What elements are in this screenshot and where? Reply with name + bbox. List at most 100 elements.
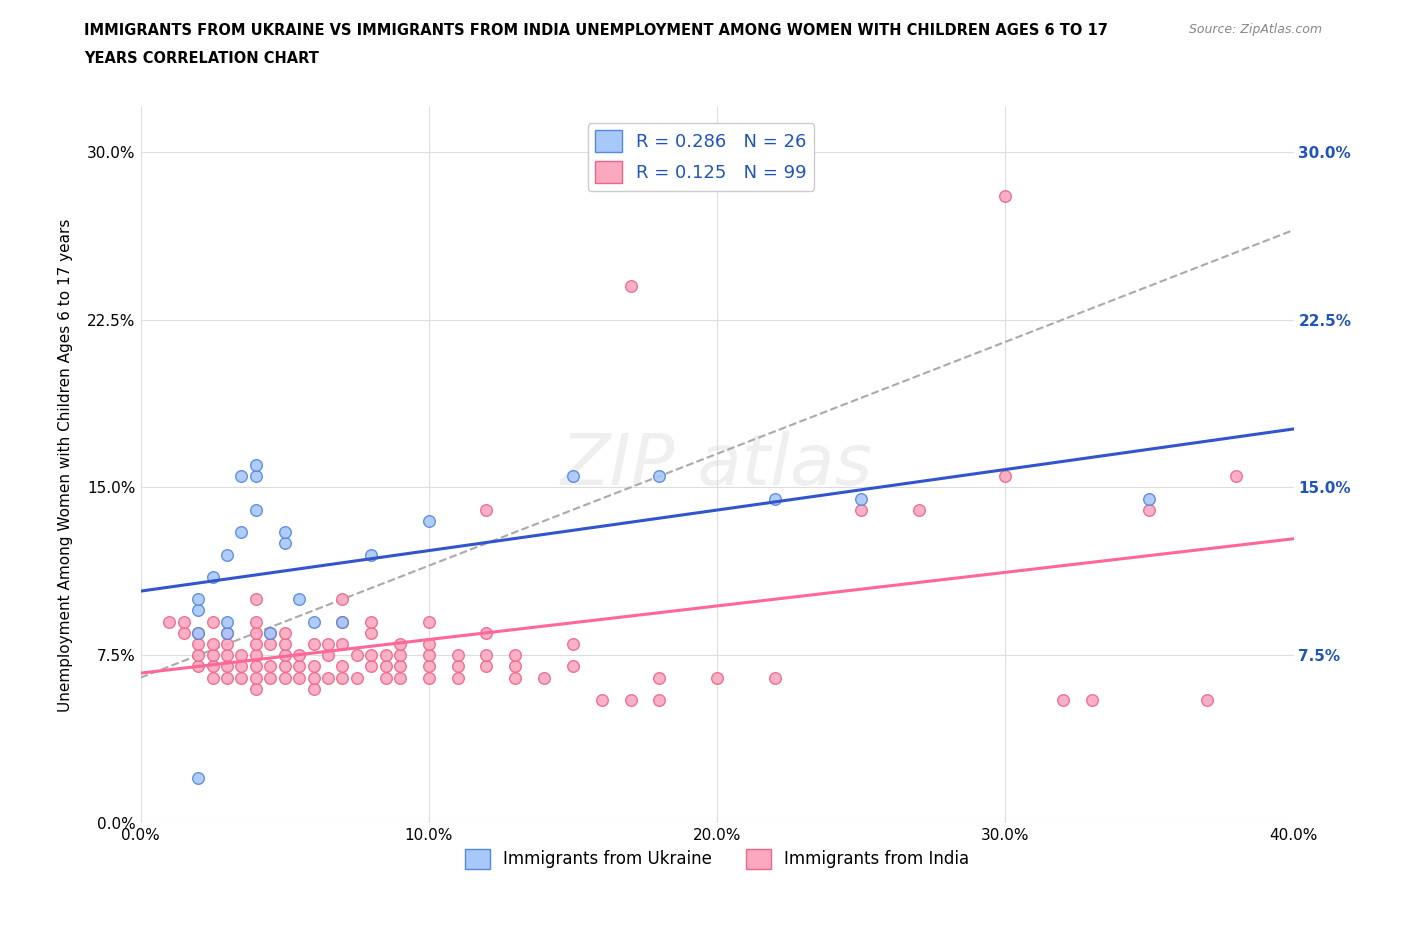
Point (562, 469, 585, 484)
Point (332, 591, 354, 606)
Point (201, 637, 224, 652)
Point (418, 659, 440, 674)
Point (231, 525, 253, 539)
Point (274, 536, 297, 551)
Point (201, 671, 224, 685)
Point (418, 637, 440, 652)
Point (418, 513, 440, 528)
Point (302, 659, 325, 674)
Point (259, 637, 281, 652)
Point (763, 671, 786, 685)
Point (217, 625, 239, 640)
Point (360, 648, 382, 663)
Point (447, 659, 470, 674)
Point (201, 569, 224, 584)
Point (619, 279, 641, 294)
Point (374, 648, 396, 663)
Point (332, 659, 354, 674)
Text: ZIP atlas: ZIP atlas (561, 431, 873, 499)
Point (187, 625, 209, 640)
Point (274, 648, 297, 663)
Point (994, 469, 1017, 484)
Point (418, 648, 440, 663)
Point (302, 682, 325, 697)
Point (503, 671, 526, 685)
Point (187, 603, 209, 618)
Point (388, 637, 411, 652)
Point (360, 614, 382, 629)
Point (245, 637, 267, 652)
Point (231, 671, 253, 685)
Point (231, 469, 253, 484)
Point (259, 625, 281, 640)
Point (332, 614, 354, 629)
Point (245, 469, 267, 484)
Point (217, 648, 239, 663)
Point (187, 591, 209, 606)
Point (1139, 491, 1161, 506)
Y-axis label: Unemployment Among Women with Children Ages 6 to 17 years: Unemployment Among Women with Children A… (59, 219, 73, 711)
Point (648, 469, 671, 484)
Text: Source: ZipAtlas.com: Source: ZipAtlas.com (1188, 23, 1322, 36)
Point (332, 637, 354, 652)
Point (274, 625, 297, 640)
Point (503, 648, 526, 663)
Point (245, 591, 267, 606)
Point (274, 525, 297, 539)
Point (245, 614, 267, 629)
Point (259, 659, 281, 674)
Point (849, 491, 872, 506)
Point (619, 693, 641, 708)
Point (245, 682, 267, 697)
Point (231, 659, 253, 674)
Point (245, 458, 267, 472)
Point (1225, 469, 1247, 484)
Point (159, 614, 180, 629)
Point (288, 648, 311, 663)
Point (217, 659, 239, 674)
Point (259, 671, 281, 685)
Point (332, 671, 354, 685)
Point (346, 648, 368, 663)
Point (1195, 693, 1218, 708)
Point (274, 671, 297, 685)
Point (706, 671, 728, 685)
Point (1052, 693, 1074, 708)
Point (475, 659, 498, 674)
Point (533, 671, 555, 685)
Point (217, 614, 239, 629)
Point (763, 491, 786, 506)
Point (908, 502, 931, 517)
Point (475, 625, 498, 640)
Point (201, 648, 224, 663)
Point (173, 625, 195, 640)
Point (288, 659, 311, 674)
Legend: Immigrants from Ukraine, Immigrants from India: Immigrants from Ukraine, Immigrants from… (458, 842, 976, 875)
Point (245, 671, 267, 685)
Point (648, 671, 671, 685)
Point (187, 625, 209, 640)
Point (245, 648, 267, 663)
Point (288, 591, 311, 606)
Point (302, 637, 325, 652)
Point (187, 659, 209, 674)
Point (388, 671, 411, 685)
Point (316, 671, 339, 685)
Point (245, 502, 267, 517)
Point (187, 771, 209, 786)
Point (1081, 693, 1104, 708)
Point (274, 637, 297, 652)
Point (418, 671, 440, 685)
Point (562, 659, 585, 674)
Point (388, 648, 411, 663)
Point (217, 547, 239, 562)
Point (374, 659, 396, 674)
Point (316, 637, 339, 652)
Point (231, 648, 253, 663)
Point (201, 614, 224, 629)
Point (360, 659, 382, 674)
Point (201, 659, 224, 674)
Point (360, 625, 382, 640)
Point (274, 659, 297, 674)
Point (259, 625, 281, 640)
